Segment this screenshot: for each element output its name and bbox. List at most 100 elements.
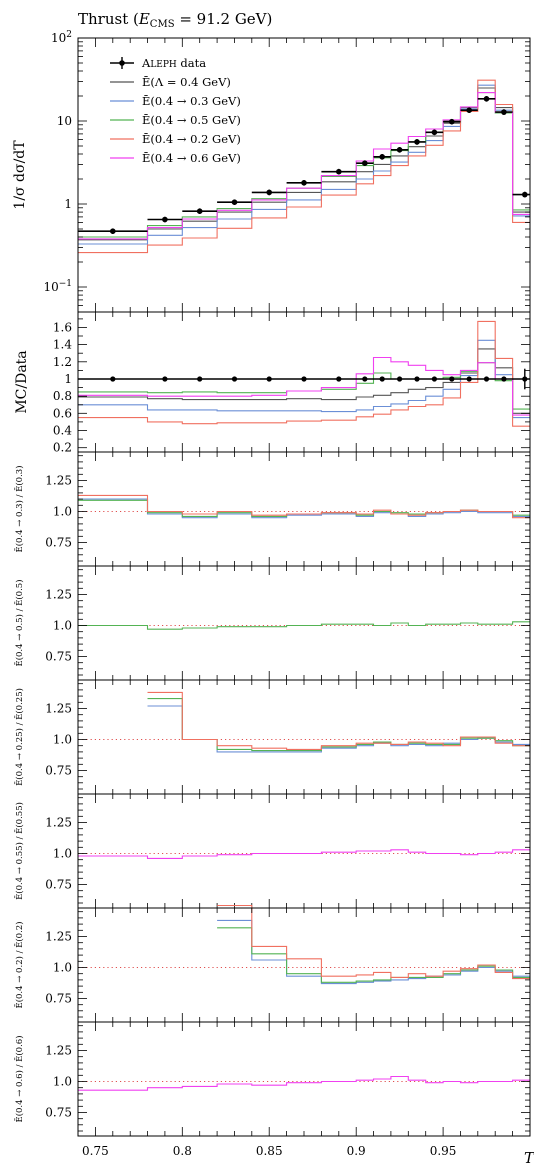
ratio-data-point (197, 376, 203, 382)
y-axis-label: 1/σ dσ/dT (12, 140, 28, 210)
sub-series-line (78, 1075, 530, 1091)
ratio-panel: 0.2 0.4 0.6 0.8 1 1.2 1.4 1.6 MC/Data (14, 311, 531, 455)
y-tick-label: 1.0 (53, 618, 72, 632)
data-point (266, 189, 273, 196)
y-axis-label: MC/Data (14, 350, 30, 413)
x-tick-label: 0.85 (256, 1144, 283, 1158)
ratio-series-line (78, 320, 530, 427)
y-tick-label: 0.75 (45, 535, 72, 549)
data-point (362, 160, 368, 166)
legend-label: Ē(0.4 → 0.5 GeV) (142, 113, 241, 127)
y-tick-label: 102 (51, 30, 72, 45)
ratio-data-point (483, 376, 490, 382)
sub-ratio-panel: 0.75 1.0 1.25 Ē(0.4 → 0.55) / Ē(0.55) (13, 793, 531, 909)
ratio-data-point (379, 376, 385, 382)
y-axis-label: Ē(0.4 → 0.25) / Ē(0.25) (13, 688, 25, 786)
panel-frame (77, 793, 531, 909)
legend-label: Ē(0.4 → 0.3 GeV) (142, 94, 241, 108)
panel-frame (77, 907, 531, 1023)
ratio-data-point (431, 376, 437, 382)
ratio-data-point (110, 376, 116, 382)
x-tick-label: 0.8 (173, 1144, 192, 1158)
y-tick-label: 10−1 (43, 279, 72, 294)
data-point (522, 191, 528, 198)
y-tick-label: 1.25 (45, 930, 72, 944)
sub-series-line (217, 904, 530, 980)
y-tick-label: 1.0 (53, 1074, 72, 1088)
y-tick-label: 0.75 (45, 877, 72, 891)
ratio-data-point (362, 376, 368, 382)
y-tick-label: 1.25 (45, 1044, 72, 1058)
y-tick-label: 1.25 (45, 588, 72, 602)
y-axis-label: Ē(0.4 → 0.55) / Ē(0.55) (13, 802, 25, 900)
sub-ratio-panel: 0.75 1.0 1.25 Ē(0.4 → 0.6) / Ē(0.6) (13, 1021, 531, 1137)
data-point (379, 154, 386, 160)
sub-series-line (78, 621, 530, 630)
y-tick-label: 0.75 (45, 649, 72, 663)
y-tick-label: 0.4 (53, 424, 72, 438)
panel-frame (77, 451, 531, 567)
ratio-data-point (501, 376, 507, 382)
y-tick-label: 1.0 (53, 960, 72, 974)
ratio-data-point (449, 376, 455, 382)
data-point (414, 139, 420, 145)
sub-ratio-panel: 0.75 1.0 1.25 Ē(0.4 → 0.5) / Ē(0.5) (13, 565, 531, 681)
y-tick-label: 1 (64, 197, 72, 211)
data-point (466, 107, 473, 113)
x-tick-label: 0.75 (82, 1144, 109, 1158)
legend: ALEPH data Ē(Λ = 0.4 GeV) Ē(0.4 → 0.3 GeV)… (110, 56, 241, 165)
legend-label: Ē(0.4 → 0.2 GeV) (142, 132, 241, 146)
data-point (396, 147, 403, 153)
y-tick-label: 1.4 (53, 338, 72, 352)
ratio-data-point (266, 376, 272, 382)
sub-series-line (217, 919, 530, 985)
ratio-data-point (301, 376, 307, 382)
ratio-data-point (162, 376, 168, 382)
chart-title: Thrust (ECMS = 91.2 GeV) (78, 10, 272, 30)
ratio-series-line (78, 362, 530, 410)
y-tick-label: 0.2 (53, 441, 72, 455)
y-tick-label: 0.8 (53, 389, 72, 403)
sub-series-line (147, 705, 530, 753)
sub-series-line (147, 698, 530, 752)
sub-series-line (78, 498, 530, 519)
ratio-data-point (397, 376, 403, 382)
y-tick-label: 1.25 (45, 702, 72, 716)
y-tick-label: 1.25 (45, 474, 72, 488)
sub-series-line (78, 494, 530, 519)
legend-label: Ē(0.4 → 0.6 GeV) (142, 151, 241, 165)
ratio-data-point (336, 376, 342, 382)
y-tick-label: 1.0 (53, 732, 72, 746)
ratio-data-point (231, 376, 238, 382)
legend-swatch (119, 60, 125, 66)
y-tick-label: 0.75 (45, 763, 72, 777)
data-point (196, 208, 203, 214)
sub-ratio-panel: 0.75 1.0 1.25 Ē(0.4 → 0.3) / Ē(0.3) (13, 451, 531, 567)
y-tick-label: 1.25 (45, 816, 72, 830)
data-point (231, 199, 238, 205)
sub-ratio-panel: 0.75 1.0 1.25 Ē(0.4 → 0.25) / Ē(0.25) (13, 679, 531, 795)
series-line (78, 92, 530, 240)
y-tick-label: 1.6 (53, 320, 72, 334)
plot-area: 10−1 1 10 102 1/σ dσ/dT ALEPH data Ē(Λ = 0.4 G… (12, 30, 531, 1158)
y-tick-label: 1 (64, 372, 72, 386)
sub-series-line (147, 691, 530, 750)
panel-frame (77, 1021, 531, 1137)
ratio-data-point (466, 376, 472, 382)
x-tick-label: 0.9 (347, 1144, 366, 1158)
ratio-data-point (414, 376, 420, 382)
y-tick-label: 0.75 (45, 1105, 72, 1119)
data-point (336, 168, 342, 175)
legend-label: Ē(Λ = 0.4 GeV) (142, 75, 231, 89)
y-tick-label: 0.75 (45, 991, 72, 1005)
x-axis-label: T (524, 1149, 534, 1167)
y-tick-label: 1.0 (53, 504, 72, 518)
legend-label: ALEPH data (141, 56, 206, 70)
data-point (483, 96, 490, 102)
sub-ratio-panel: 0.75 1.0 1.25 Ē(0.4 → 0.2) / Ē(0.2) (13, 904, 531, 1023)
y-axis-label: Ē(0.4 → 0.6) / Ē(0.6) (13, 1035, 25, 1122)
x-tick-label: 0.95 (430, 1144, 457, 1158)
data-point (301, 180, 307, 186)
data-point (449, 118, 455, 125)
